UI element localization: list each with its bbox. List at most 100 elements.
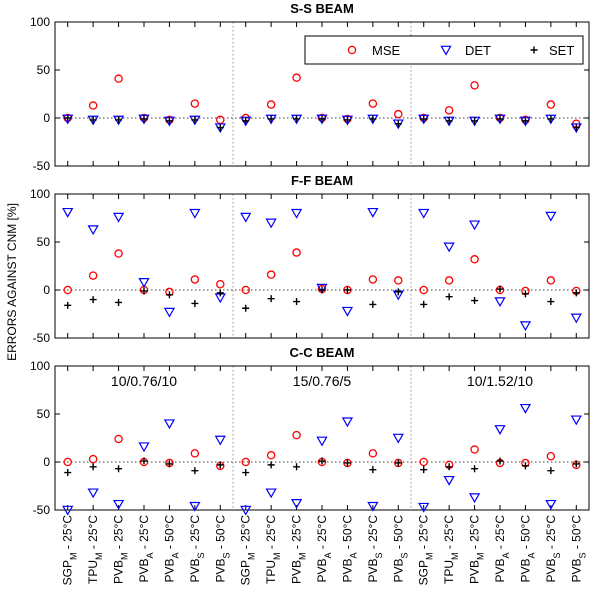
mse-point (419, 285, 428, 295)
det-point (392, 433, 404, 444)
panel-title: S-S BEAM (290, 1, 354, 16)
set-point (394, 459, 402, 467)
set-point (521, 462, 529, 470)
det-point (290, 499, 303, 509)
det-point (341, 417, 354, 428)
det-point (367, 207, 379, 218)
mse-point (266, 270, 276, 279)
det-point (265, 218, 277, 229)
det-point (570, 415, 582, 426)
configuration-label: 15/0.76/5 (293, 373, 352, 389)
set-point (521, 117, 529, 125)
set-point (293, 463, 301, 471)
mse-point (241, 285, 250, 295)
mse-point (216, 279, 225, 289)
det-point (163, 307, 176, 318)
set-point (343, 116, 351, 124)
set-point (115, 465, 123, 473)
set-point (318, 457, 326, 465)
y-tick-label: -50 (33, 159, 51, 173)
mse-point (470, 81, 479, 90)
x-tick-label: PVBA - 50°C (340, 515, 358, 583)
set-point (420, 115, 428, 123)
mse-point (216, 115, 225, 125)
x-tick-label: PVBM - 25°C (468, 515, 486, 584)
det-point (214, 435, 226, 446)
mse-point (292, 430, 301, 440)
set-point (89, 463, 97, 471)
legend-marker-det (440, 45, 452, 56)
panel-title: C-C BEAM (290, 345, 355, 360)
y-tick-label: 0 (43, 283, 50, 297)
set-point (267, 461, 275, 469)
set-point (445, 463, 453, 471)
x-tick-label: SGPM - 25°C (239, 515, 257, 586)
set-point (267, 295, 275, 303)
det-point (112, 212, 125, 223)
configuration-label: 10/0.76/10 (111, 373, 177, 389)
set-point (216, 289, 224, 297)
det-point (138, 442, 150, 453)
y-tick-label: 50 (37, 407, 51, 421)
mse-point (394, 109, 403, 119)
set-point (216, 461, 224, 469)
mse-point (546, 276, 556, 285)
x-tick-label: PVBA - 25°C (137, 515, 155, 583)
det-point (189, 501, 201, 512)
set-point (242, 117, 250, 125)
x-tick-label: PVBM - 25°C (112, 515, 130, 584)
mse-point (444, 106, 454, 115)
x-tick-label: PVBS - 25°C (544, 515, 562, 583)
x-tick-label: PVBM - 25°C (290, 515, 308, 584)
set-point (394, 288, 402, 296)
det-point (494, 425, 506, 435)
mse-point (63, 285, 72, 295)
x-tick-label: PVBA - 25°C (315, 515, 333, 583)
set-point (165, 460, 173, 468)
x-tick-label: TPUM - 25°C (442, 515, 460, 584)
set-point (191, 467, 199, 475)
det-point (443, 475, 455, 486)
set-point (572, 289, 580, 297)
det-point (468, 493, 481, 504)
y-tick-label: -50 (33, 503, 51, 517)
set-point (242, 469, 250, 477)
set-point (547, 467, 555, 475)
set-point (191, 299, 199, 307)
set-point (318, 115, 326, 123)
legend-label: DET (465, 43, 491, 58)
set-point (420, 300, 428, 308)
y-tick-label: 50 (37, 235, 51, 249)
set-point (293, 115, 301, 123)
set-point (547, 115, 555, 123)
mse-point (470, 445, 479, 454)
set-point (369, 115, 377, 123)
set-point (471, 117, 479, 125)
configuration-label: 10/1.52/10 (467, 373, 533, 389)
mse-point (114, 434, 123, 444)
det-point (290, 208, 303, 219)
det-point (418, 502, 430, 513)
det-point (316, 436, 328, 447)
set-point (165, 117, 173, 125)
set-point (471, 465, 479, 473)
set-point (89, 116, 97, 124)
set-point (216, 124, 224, 132)
x-tick-label: TPUM - 25°C (264, 515, 282, 584)
mse-point (241, 457, 250, 467)
panel-title: F-F BEAM (291, 173, 353, 188)
det-point (87, 225, 99, 236)
det-point (341, 306, 354, 317)
set-point (343, 286, 351, 294)
mse-point (88, 271, 98, 280)
mse-point (63, 457, 72, 467)
x-tick-label: PVBA - 50°C (162, 515, 180, 583)
det-point (443, 242, 455, 253)
set-point (115, 116, 123, 124)
set-point (115, 298, 123, 306)
set-point (394, 120, 402, 128)
x-tick-label: PVBS - 25°C (188, 515, 206, 583)
mse-point (190, 99, 200, 108)
set-point (496, 285, 504, 293)
